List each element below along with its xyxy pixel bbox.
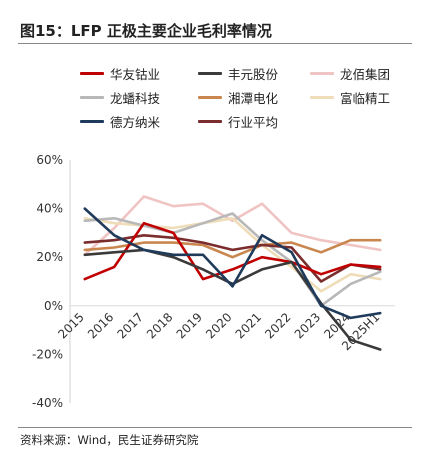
- x-tick-label: 2018: [144, 310, 175, 341]
- x-tick-label: 2023: [292, 310, 323, 341]
- x-tick-label: 2020: [203, 310, 234, 341]
- x-tick-label: 2019: [174, 310, 205, 341]
- legend-item: 龙蟠科技: [80, 89, 161, 106]
- legend-label: 德方纳米: [110, 114, 161, 130]
- legend-label: 丰元股份: [228, 66, 279, 82]
- legend-item: 德方纳米: [80, 113, 161, 130]
- y-tick-label: 20%: [36, 250, 63, 264]
- legend-item: 湘潭电化: [198, 89, 279, 106]
- y-tick-label: 40%: [36, 202, 63, 216]
- legend-item: 丰元股份: [198, 65, 279, 82]
- legend-label: 华友钴业: [110, 66, 161, 82]
- y-tick-label: 0%: [44, 299, 63, 313]
- legend-label: 行业平均: [228, 114, 279, 130]
- legend-swatch: [198, 71, 222, 75]
- legend-swatch: [80, 119, 104, 123]
- line-chart: -40%-20%0%20%40%60%201520162017201820192…: [32, 153, 395, 410]
- series-line: [83, 217, 382, 293]
- legend-label: 湘潭电化: [228, 90, 279, 106]
- legend-swatch: [80, 71, 104, 75]
- series-line: [83, 195, 382, 257]
- y-tick-label: 60%: [36, 153, 63, 167]
- series-line: [83, 207, 382, 320]
- legend-swatch: [198, 119, 222, 123]
- legend-swatch: [310, 71, 334, 75]
- series-line: [83, 212, 382, 308]
- legend-swatch: [310, 95, 334, 99]
- legend-item: 行业平均: [198, 113, 279, 130]
- legend-item: 龙佰集团: [310, 65, 391, 82]
- legend-swatch: [80, 95, 104, 99]
- legend-label: 龙佰集团: [340, 66, 391, 82]
- x-tick-label: 2021: [233, 310, 264, 341]
- y-tick-label: -40%: [32, 396, 63, 410]
- source-divider: [18, 427, 412, 428]
- series-line: [83, 221, 382, 281]
- x-tick-label: 2022: [262, 310, 293, 341]
- title-divider: [18, 43, 412, 44]
- x-tick-label: 2017: [114, 310, 145, 341]
- legend-label: 富临精工: [340, 90, 391, 106]
- x-tick-label: 2015: [55, 310, 86, 341]
- source-note: 资料来源：Wind，民生证券研究院: [20, 433, 199, 447]
- legend-item: 富临精工: [310, 89, 391, 106]
- figure-title: 图15：LFP 正极主要企业毛利率情况: [20, 22, 272, 40]
- legend-label: 龙蟠科技: [110, 90, 161, 106]
- x-tick-label: 2016: [85, 310, 116, 341]
- legend-swatch: [198, 95, 222, 99]
- y-tick-label: -20%: [32, 347, 63, 361]
- legend-item: 华友钴业: [80, 65, 161, 82]
